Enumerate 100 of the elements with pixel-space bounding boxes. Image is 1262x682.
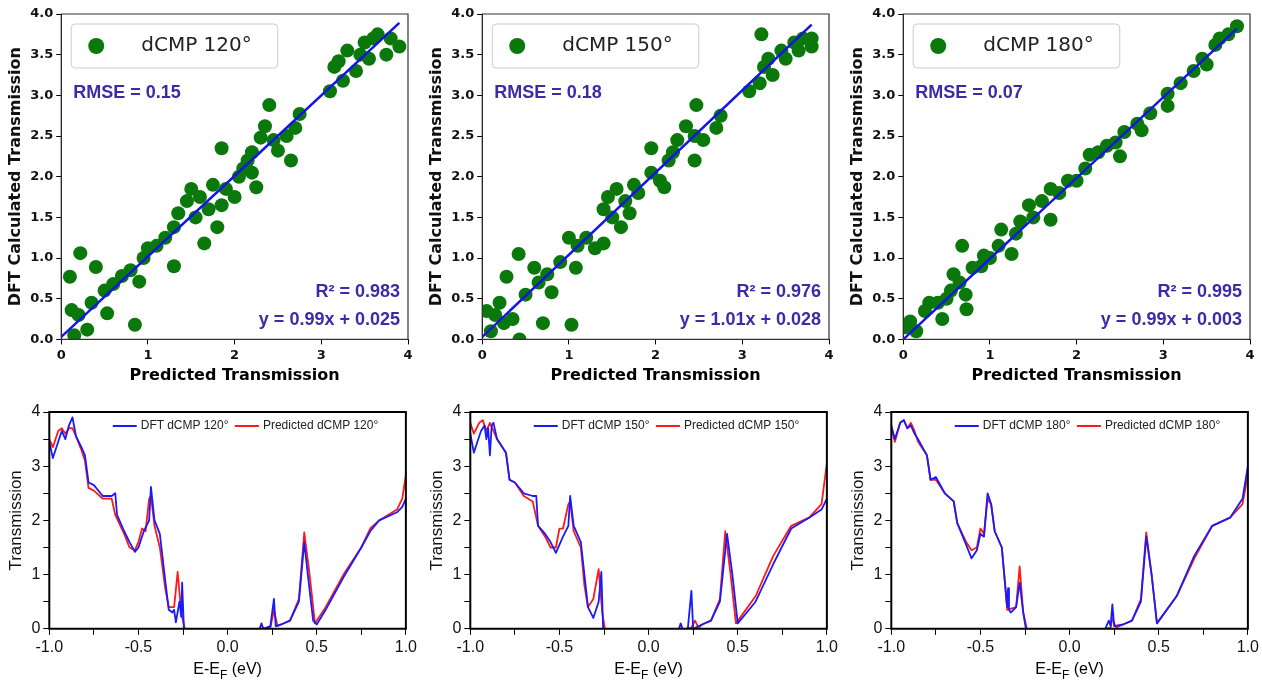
point [527,260,542,275]
x-tick-label: 1 [564,346,574,362]
y-tick-label: 2.0 [30,168,54,184]
point [752,76,767,91]
y-tick-label: 0.5 [451,290,475,306]
point [958,287,973,302]
y-tick-label: 2.5 [451,127,475,143]
y-tick-label: 3.0 [872,86,896,102]
x-tick-label: 3 [316,346,326,362]
point [488,308,503,322]
x-tick-label: -1.0 [35,637,64,655]
y-tick-label: 3.5 [872,46,896,62]
y-tick-label: 2.5 [872,127,896,143]
point [644,141,659,156]
point [511,246,526,261]
point [678,119,693,134]
point [596,236,611,251]
y-tick-label: 0.5 [30,290,54,306]
y-axis-title: DFT Calculated Transmission [4,47,24,307]
annotation: RMSE = 0.07 [915,82,1023,102]
point [657,180,672,195]
point [709,120,724,135]
x-tick-label: 0.0 [1058,637,1081,655]
annotation: y = 1.01x + 0.028 [679,309,821,330]
y-tick-label: 4 [452,402,462,420]
y-tick-label: 4 [873,402,883,420]
y-tick-label: 2.0 [872,168,896,184]
annotation: y = 0.99x + 0.025 [258,309,400,330]
point [1034,194,1049,209]
x-tick-label: 3 [1158,346,1168,362]
y-tick-label: 3.0 [451,86,475,102]
annotation: RMSE = 0.15 [73,82,181,102]
x-tick-label: 4 [403,346,413,362]
x-tick-label: 0 [898,346,908,362]
y-tick-label: 2 [873,510,883,528]
point [754,27,769,42]
x-tick-label: 0 [477,346,487,362]
point [561,230,576,245]
y-axis-title: DFT Calculated Transmission [425,47,445,307]
point [689,98,704,113]
y-tick-label: 3 [873,456,883,474]
point [1134,123,1149,138]
y-tick-label: 0.0 [451,330,475,346]
x-tick-label: 2 [230,346,240,362]
y-tick-label: 0 [31,619,41,637]
y-axis-title: DFT Calculated Transmission [846,47,866,307]
x-tick-label: 2 [1072,346,1082,362]
x-tick-label: 1.0 [815,637,839,655]
y-tick-label: 0 [452,619,462,637]
y-axis-title: Transmission [847,470,867,571]
x-tick-label: -0.5 [124,637,153,655]
legend-label: dCMP 120° [141,32,252,57]
legend-label: dCMP 150° [562,32,673,57]
point [1112,149,1127,164]
point [596,202,611,217]
y-tick-label: 1.0 [30,249,54,265]
y-axis-title: Transmission [5,470,25,571]
point [696,133,711,148]
x-tick-label: 1.0 [1236,637,1260,655]
legend-label: Predicted dCMP 150° [683,418,800,433]
point [492,295,507,310]
point [765,68,780,83]
y-tick-label: 3 [452,456,462,474]
x-tick-label: 1 [143,346,153,362]
y-tick-label: 2 [452,510,462,528]
x-tick-label: 0.0 [216,637,239,655]
point [564,317,579,332]
point [1021,198,1036,213]
annotation: y = 0.99x + 0.003 [1100,309,1242,330]
legend-label: Predicted dCMP 180° [1104,418,1221,433]
x-tick-label: -0.5 [545,637,574,655]
y-tick-label: 1 [452,565,462,583]
y-tick-label: 4.0 [872,5,896,21]
y-tick-label: 1.5 [872,208,896,224]
point [994,222,1009,237]
x-tick-label: -1.0 [456,637,485,655]
legend-label: DFT dCMP 150° [561,418,650,433]
x-tick-label: 3 [737,346,747,362]
y-tick-label: 3 [31,456,41,474]
y-tick-label: 1 [873,565,883,583]
legend-label: DFT dCMP 180° [982,418,1071,433]
point [600,190,615,205]
x-tick-label: 0.5 [726,637,749,655]
point [622,206,637,221]
y-tick-label: 2.5 [30,127,54,143]
point [670,133,685,148]
x-tick-label: 1.0 [394,637,418,655]
x-tick-label: 1 [985,346,995,362]
point [1013,214,1028,229]
y-tick-label: 3.5 [451,46,475,62]
y-tick-label: 4.0 [30,5,54,21]
y-tick-label: 2 [31,510,41,528]
x-tick-label: 0.5 [305,637,328,655]
point [778,51,793,66]
point [1160,98,1175,113]
point [959,302,974,317]
point [1004,246,1019,261]
annotation: RMSE = 0.18 [494,82,602,102]
y-tick-label: 4.0 [451,5,475,21]
y-tick-label: 1.5 [451,208,475,224]
